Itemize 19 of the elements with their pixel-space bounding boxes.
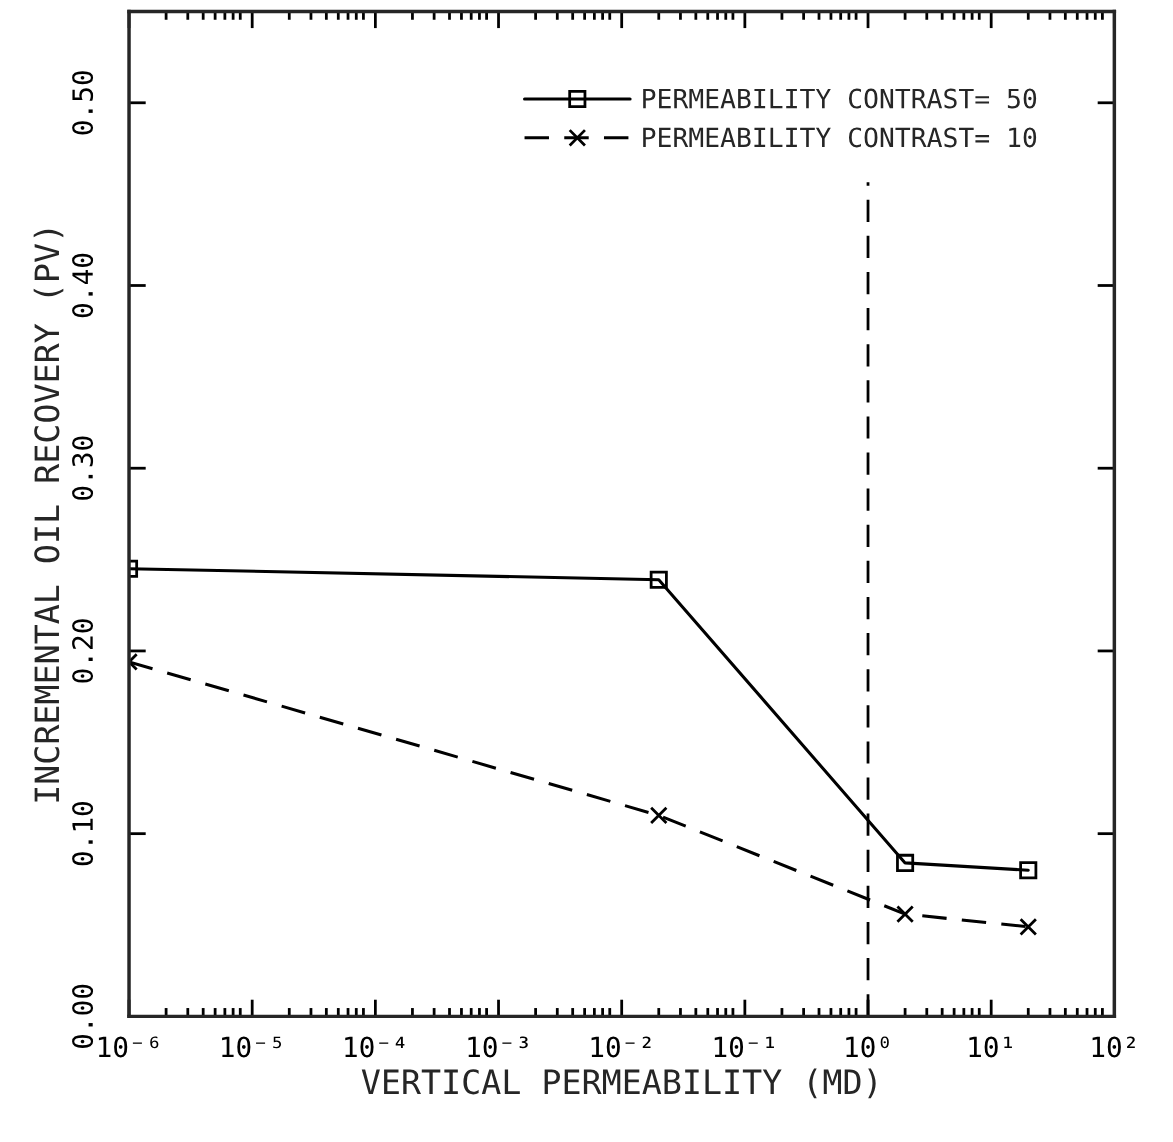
y-tick-label: 0.00: [72, 984, 94, 1049]
legend-label: PERMEABILITY CONTRAST= 50: [643, 88, 1037, 109]
x-tick-label: 10¹: [969, 1036, 1012, 1058]
legend-label: PERMEABILITY CONTRAST= 10: [643, 127, 1037, 148]
y-tick-label: 0.20: [72, 619, 94, 683]
x-tick-label: 10⁻²: [591, 1036, 651, 1058]
x-tick-label: 10⁻⁵: [222, 1036, 282, 1058]
x-axis-title: VERTICAL PERMEABILITY (MD): [361, 1068, 876, 1099]
x-tick-label: 10⁰: [846, 1036, 889, 1058]
x-tick-label: 10⁻³: [468, 1036, 528, 1058]
x-tick-label: 10⁻⁴: [345, 1036, 405, 1058]
y-tick-label: 0.50: [72, 71, 94, 135]
x-tick-label: 10²: [1092, 1036, 1135, 1058]
y-axis-title: INCREMENTAL OIL RECOVERY (PV): [33, 229, 64, 802]
y-tick-label: 0.30: [72, 436, 94, 500]
x-tick-label: 10⁻⁶: [98, 1036, 159, 1058]
x-tick-label: 10⁻¹: [714, 1036, 774, 1058]
y-tick-label: 0.10: [72, 802, 94, 866]
y-tick-label: 0.40: [72, 253, 94, 318]
